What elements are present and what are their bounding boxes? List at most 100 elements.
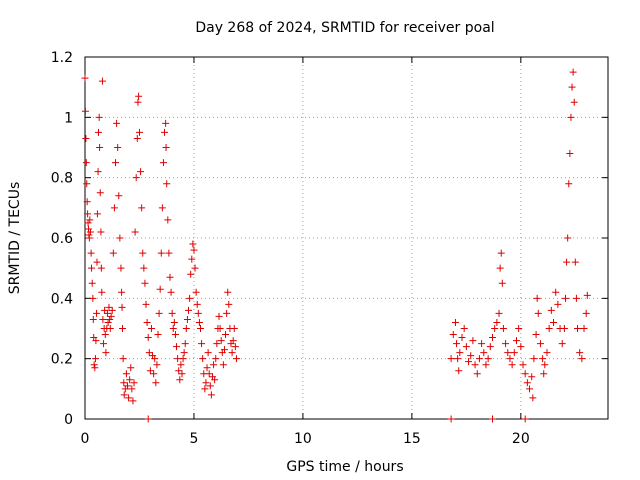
data-point	[570, 98, 578, 106]
data-point	[114, 144, 122, 151]
data-point	[107, 312, 115, 320]
data-point	[91, 364, 99, 372]
data-point	[478, 340, 486, 348]
data-point	[519, 361, 527, 369]
y-tick-label: 1	[64, 110, 73, 126]
x-tick-label: 15	[403, 431, 421, 447]
data-point	[229, 337, 237, 345]
data-point	[152, 379, 160, 387]
data-point	[225, 300, 233, 308]
data-point	[162, 144, 170, 151]
data-point	[196, 325, 204, 332]
data-point	[88, 264, 96, 272]
data-point	[141, 279, 149, 287]
data-point	[120, 391, 128, 399]
data-point	[462, 343, 470, 351]
data-point	[93, 309, 101, 317]
data-point	[166, 273, 174, 281]
data-point	[105, 303, 113, 311]
data-point	[93, 258, 101, 266]
data-point	[231, 343, 239, 351]
data-point	[137, 168, 145, 176]
chart-title: Day 268 of 2024, SRMTID for receiver poa…	[195, 20, 494, 36]
data-point	[573, 325, 581, 332]
data-point	[123, 382, 131, 390]
data-point	[230, 325, 238, 332]
data-point	[154, 331, 162, 339]
data-point	[499, 325, 507, 332]
data-point	[98, 288, 106, 296]
data-point	[175, 367, 183, 375]
data-point	[96, 189, 104, 197]
data-point	[219, 361, 227, 369]
data-point	[493, 318, 501, 326]
data-point	[98, 77, 106, 85]
data-point	[512, 337, 520, 345]
y-tick-label: 0	[64, 412, 73, 428]
data-point	[189, 240, 197, 248]
data-point	[106, 325, 114, 332]
data-point	[201, 385, 209, 393]
data-point	[205, 370, 213, 378]
data-point	[571, 258, 579, 266]
data-point	[110, 204, 118, 212]
data-point	[489, 415, 497, 423]
data-point	[539, 355, 547, 363]
data-point	[146, 367, 154, 375]
data-point	[482, 361, 490, 369]
data-point	[467, 352, 475, 360]
data-point	[565, 180, 573, 188]
data-point	[167, 288, 175, 296]
data-point	[215, 312, 223, 320]
data-point	[228, 349, 236, 357]
data-point	[138, 204, 146, 212]
data-point	[171, 331, 179, 339]
data-point	[192, 288, 200, 296]
data-point	[163, 180, 171, 188]
data-point	[156, 285, 164, 293]
data-point	[497, 249, 505, 257]
data-point	[202, 379, 210, 387]
data-point	[102, 349, 110, 357]
data-point	[118, 288, 126, 296]
data-point	[118, 325, 126, 332]
data-point	[169, 325, 177, 332]
data-point	[135, 92, 143, 100]
y-tick-label: 0.4	[51, 291, 73, 307]
data-point	[176, 376, 184, 384]
data-point	[198, 340, 206, 348]
data-point	[456, 349, 464, 357]
data-point	[223, 309, 231, 317]
data-point	[495, 309, 503, 317]
data-point	[165, 249, 173, 257]
data-point	[89, 294, 97, 302]
data-point	[122, 370, 130, 378]
data-point	[554, 300, 562, 308]
data-point	[125, 394, 133, 402]
data-point	[563, 258, 571, 266]
data-point	[212, 355, 220, 363]
y-tick-label: 1.2	[51, 50, 73, 66]
data-point	[178, 370, 186, 378]
data-point	[582, 309, 590, 317]
data-point	[95, 128, 103, 136]
data-point	[580, 325, 588, 332]
data-point	[578, 355, 586, 363]
tick-layer: 0 0.2 0.4 0.6 0.8 1 1.2 0 5 10 15 20	[51, 50, 608, 447]
data-point	[164, 216, 172, 224]
y-tick-label: 0.8	[51, 171, 73, 187]
x-axis-label: GPS time / hours	[286, 459, 403, 475]
data-point	[144, 334, 152, 342]
data-point	[106, 315, 114, 323]
data-point	[203, 364, 211, 372]
data-point	[139, 249, 147, 257]
data-point	[91, 355, 99, 363]
data-point	[112, 159, 120, 167]
data-point	[155, 309, 163, 317]
data-point	[88, 279, 96, 287]
data-point	[547, 306, 555, 314]
data-point	[131, 228, 139, 236]
data-point	[504, 349, 512, 357]
data-point	[82, 159, 90, 167]
